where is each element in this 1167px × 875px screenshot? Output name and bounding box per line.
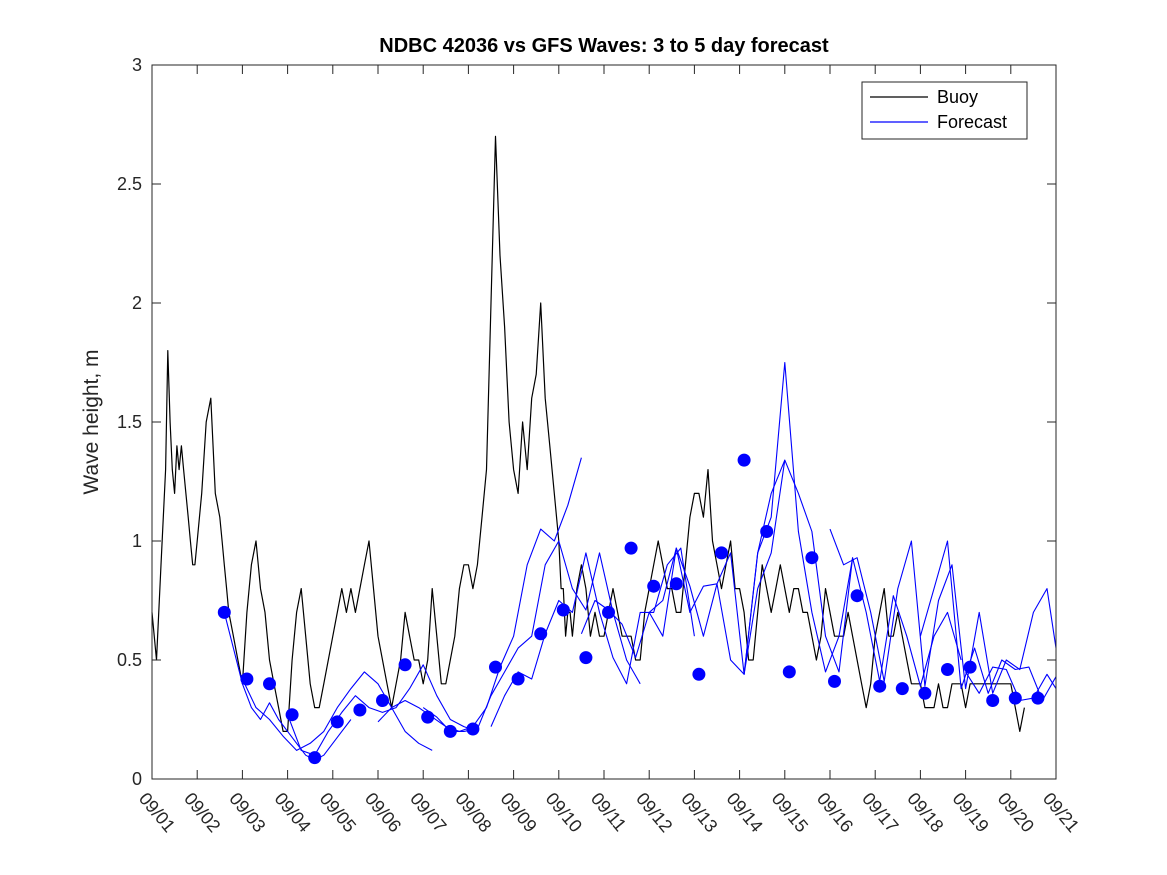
forecast-marker xyxy=(263,677,276,691)
forecast-series-line-9 xyxy=(743,459,962,687)
y-tick-label: 3 xyxy=(132,55,142,75)
plot-background xyxy=(152,65,1056,779)
x-tick-label: 09/06 xyxy=(361,789,405,836)
forecast-series-line-1 xyxy=(223,612,352,761)
forecast-marker xyxy=(873,679,887,693)
buoy-series-line xyxy=(151,135,1025,733)
forecast-marker xyxy=(669,577,683,591)
forecast-marker xyxy=(941,663,954,676)
x-tick-label: 09/04 xyxy=(271,789,315,836)
forecast-marker xyxy=(805,551,819,565)
x-tick-label: 09/21 xyxy=(1039,789,1083,836)
forecast-marker xyxy=(963,660,977,674)
forecast-series-line-11 xyxy=(919,540,1057,702)
x-tick-label: 09/17 xyxy=(858,789,902,836)
x-tick-label: 09/11 xyxy=(587,789,630,835)
x-tick-label: 09/02 xyxy=(180,789,224,836)
forecast-marker xyxy=(511,672,525,686)
forecast-series-line-3 xyxy=(287,664,478,756)
forecast-marker xyxy=(986,694,1000,707)
legend-buoy-label: Buoy xyxy=(937,87,978,107)
x-tick-label: 09/13 xyxy=(677,789,721,836)
forecast-marker xyxy=(782,665,796,679)
x-tick-label: 09/12 xyxy=(632,789,676,836)
x-tick-label: 09/15 xyxy=(768,789,812,836)
x-tick-label: 09/18 xyxy=(903,789,947,836)
forecast-markers-group xyxy=(217,453,1045,765)
x-tick-label: 09/03 xyxy=(225,789,269,836)
forecast-series-group xyxy=(223,361,1057,761)
forecast-marker xyxy=(918,686,932,700)
buoy-series-group xyxy=(151,135,1025,733)
chart-title: NDBC 42036 vs GFS Waves: 3 to 5 day fore… xyxy=(379,35,829,57)
y-tick-label: 0.5 xyxy=(117,650,142,670)
forecast-series-line-6 xyxy=(490,547,695,727)
forecast-marker xyxy=(285,708,299,722)
y-axis-label: Wave height, m xyxy=(80,349,103,494)
y-tick-label: 1 xyxy=(132,531,142,551)
forecast-series-line-2 xyxy=(241,671,433,751)
legend-forecast-label: Forecast xyxy=(937,112,1007,132)
forecast-marker xyxy=(602,605,615,619)
forecast-marker xyxy=(556,603,570,617)
x-tick-label: 09/16 xyxy=(813,789,857,836)
forecast-series-line-4 xyxy=(377,457,582,732)
x-tick-label: 09/14 xyxy=(723,789,767,836)
forecast-marker xyxy=(466,722,480,736)
forecast-marker xyxy=(1031,691,1045,705)
y-tick-label: 2 xyxy=(132,293,142,313)
x-tick-label: 09/20 xyxy=(994,789,1038,836)
forecast-marker xyxy=(737,453,751,467)
x-tick-label: 09/01 xyxy=(135,789,179,836)
plot-area: 09/01 09/02 09/03 09/04 09/05 09/06 09/07 09/08… xyxy=(117,55,1083,836)
forecast-series-line-12 xyxy=(965,666,1057,702)
y-tick-label: 2.5 xyxy=(117,174,142,194)
legend: Buoy Forecast xyxy=(861,81,1028,140)
forecast-marker xyxy=(353,703,367,717)
forecast-marker xyxy=(647,579,661,593)
forecast-marker xyxy=(308,751,322,765)
forecast-marker xyxy=(579,651,593,665)
x-tick-label: 09/09 xyxy=(497,789,541,836)
x-tick-label: 09/08 xyxy=(451,789,495,836)
forecast-marker xyxy=(850,589,864,603)
forecast-series-line-5 xyxy=(422,540,641,732)
forecast-series-line-8 xyxy=(648,361,854,675)
forecast-marker xyxy=(624,541,638,555)
forecast-marker xyxy=(443,724,457,738)
forecast-marker xyxy=(760,525,774,538)
forecast-marker xyxy=(240,672,254,686)
forecast-series-line-10 xyxy=(829,528,1057,694)
x-tick-label: 09/19 xyxy=(949,789,993,836)
forecast-marker xyxy=(828,674,841,688)
y-tick-label: 1.5 xyxy=(117,412,142,432)
forecast-marker xyxy=(895,682,909,696)
forecast-marker xyxy=(692,667,706,681)
x-tick-label: 09/05 xyxy=(316,789,360,836)
forecast-marker xyxy=(217,605,231,619)
forecast-marker xyxy=(421,710,435,724)
legend-box xyxy=(861,81,1028,140)
forecast-marker xyxy=(489,660,502,674)
forecast-marker xyxy=(534,627,548,641)
forecast-marker xyxy=(1008,691,1022,705)
y-tick-label: 0 xyxy=(132,769,142,789)
forecast-marker xyxy=(376,694,389,707)
forecast-marker xyxy=(715,546,728,560)
x-tick-label: 09/07 xyxy=(406,789,450,836)
x-tick-label: 09/10 xyxy=(542,789,586,836)
forecast-marker xyxy=(330,715,344,729)
forecast-marker xyxy=(398,658,412,672)
